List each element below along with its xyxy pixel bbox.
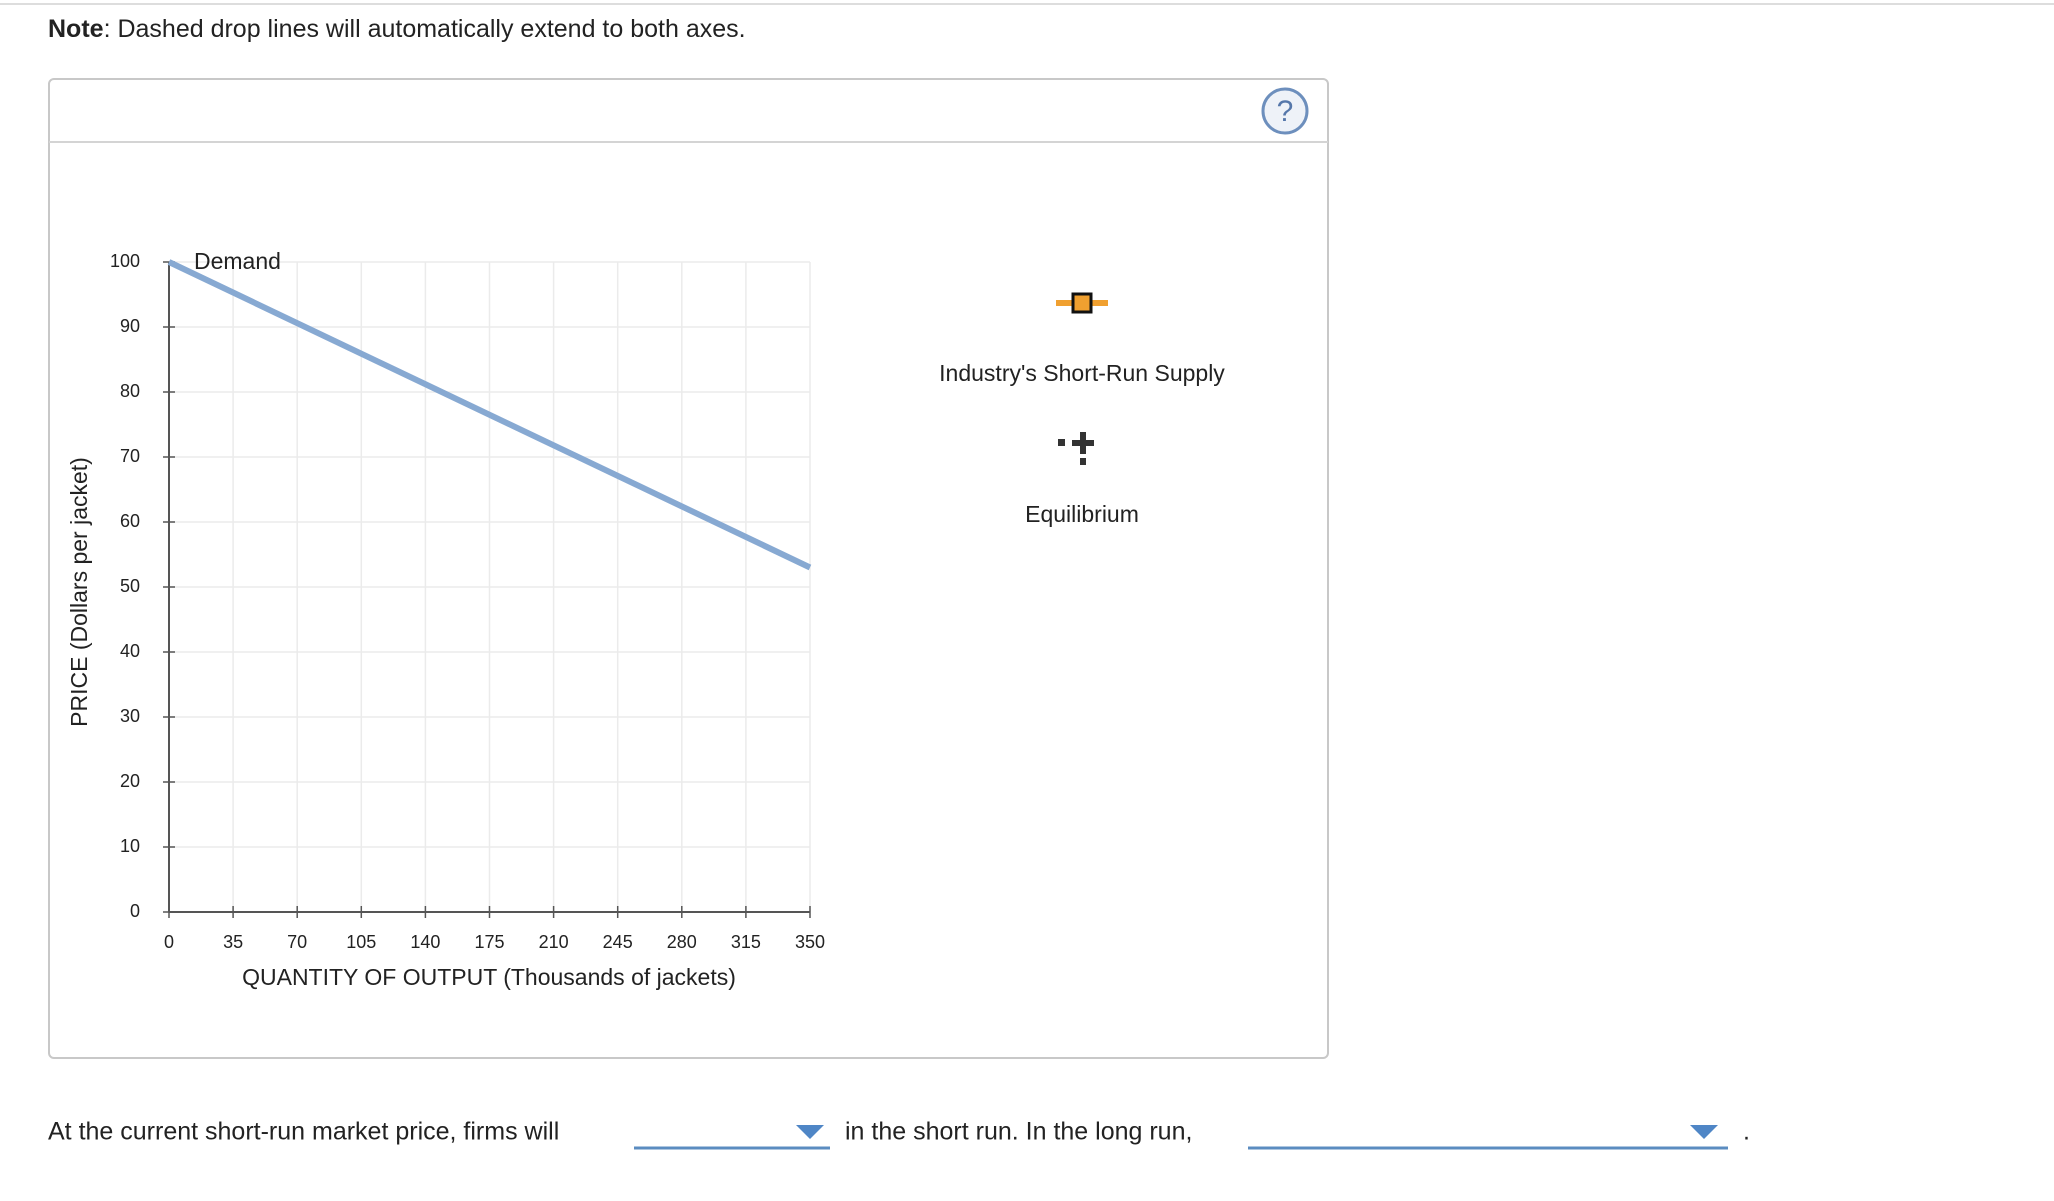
x-tick-label: 70 [287,932,307,952]
curve-label: Demand [194,248,281,274]
dropdown[interactable] [634,1125,830,1150]
equilibrium-cross[interactable] [1080,432,1086,454]
note: Note: Dashed drop lines will automatical… [48,15,746,43]
graph-panel [48,78,1329,1059]
dropdown[interactable] [1248,1125,1728,1150]
y-tick-label: 100 [110,251,140,271]
x-tick-label: 0 [164,932,174,952]
palette-label[interactable]: Equilibrium [1025,501,1139,527]
y-tick-label: 80 [120,381,140,401]
equilibrium-tool[interactable] [1058,432,1094,465]
supply-tool-marker[interactable] [1071,292,1093,314]
y-axis-label: PRICE (Dollars per jacket) [66,457,92,727]
help-circle[interactable] [1261,87,1309,135]
y-tick-label: 60 [120,511,140,531]
x-tick-label: 315 [731,932,761,952]
dropdown-arrow[interactable] [796,1125,824,1139]
plot: 0 10 20 30 40 50 60 70 80 90 100 0 35 70 105 140 175 210 2… [110,248,825,952]
question-text: At the current short-run market price, f… [48,1118,559,1146]
x-tick-label: 245 [603,932,633,952]
help-icon[interactable]: ? [1277,95,1294,128]
x-tick-label: 210 [539,932,569,952]
equilibrium-dot[interactable] [1058,439,1065,446]
question-text: . [1743,1118,1750,1146]
help-button[interactable]: ? [1261,87,1309,135]
y-tick-label: 50 [120,576,140,596]
x-tick-label: 35 [223,932,243,952]
y-tick-label: 30 [120,706,140,726]
x-tick-label: 140 [410,932,440,952]
y-tick-label: 90 [120,316,140,336]
demand-curve [167,259,812,571]
note-label: Note [48,15,104,43]
x-tick-label: 350 [795,932,825,952]
equilibrium-dot[interactable] [1080,458,1086,465]
supply-tool[interactable] [1056,292,1108,314]
y-tick-label: 0 [130,901,140,921]
x-tick-label: 175 [474,932,504,952]
dropdown-arrow[interactable] [1690,1125,1718,1139]
question-text: in the short run. In the long run, [845,1118,1192,1146]
x-tick-label: 280 [667,932,697,952]
y-tick-label: 70 [120,446,140,466]
note-text: : Dashed drop lines will automatically e… [104,15,746,43]
x-tick-label: 105 [346,932,376,952]
y-tick-label: 40 [120,641,140,661]
y-tick-label: 10 [120,836,140,856]
y-tick-label: 20 [120,771,140,791]
palette-label[interactable]: Industry's Short-Run Supply [939,360,1225,386]
x-axis-label: QUANTITY OF OUTPUT (Thousands of jackets… [242,964,736,990]
